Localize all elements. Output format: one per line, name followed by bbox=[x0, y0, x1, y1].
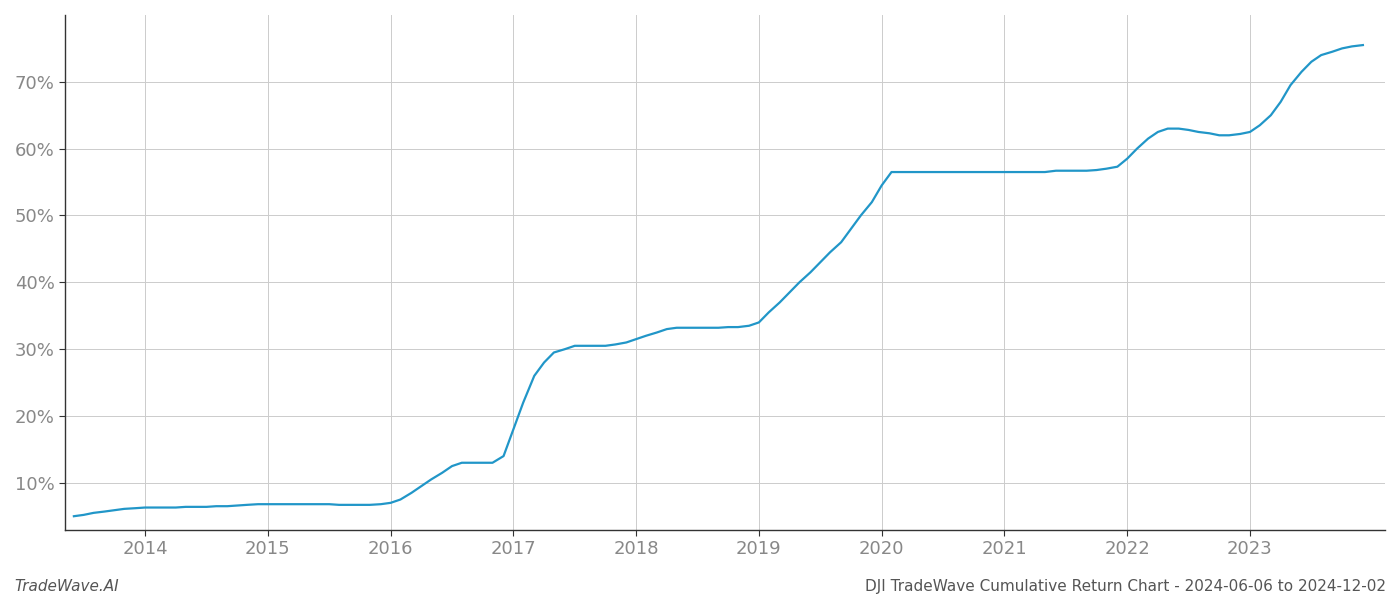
Text: DJI TradeWave Cumulative Return Chart - 2024-06-06 to 2024-12-02: DJI TradeWave Cumulative Return Chart - … bbox=[865, 579, 1386, 594]
Text: TradeWave.AI: TradeWave.AI bbox=[14, 579, 119, 594]
